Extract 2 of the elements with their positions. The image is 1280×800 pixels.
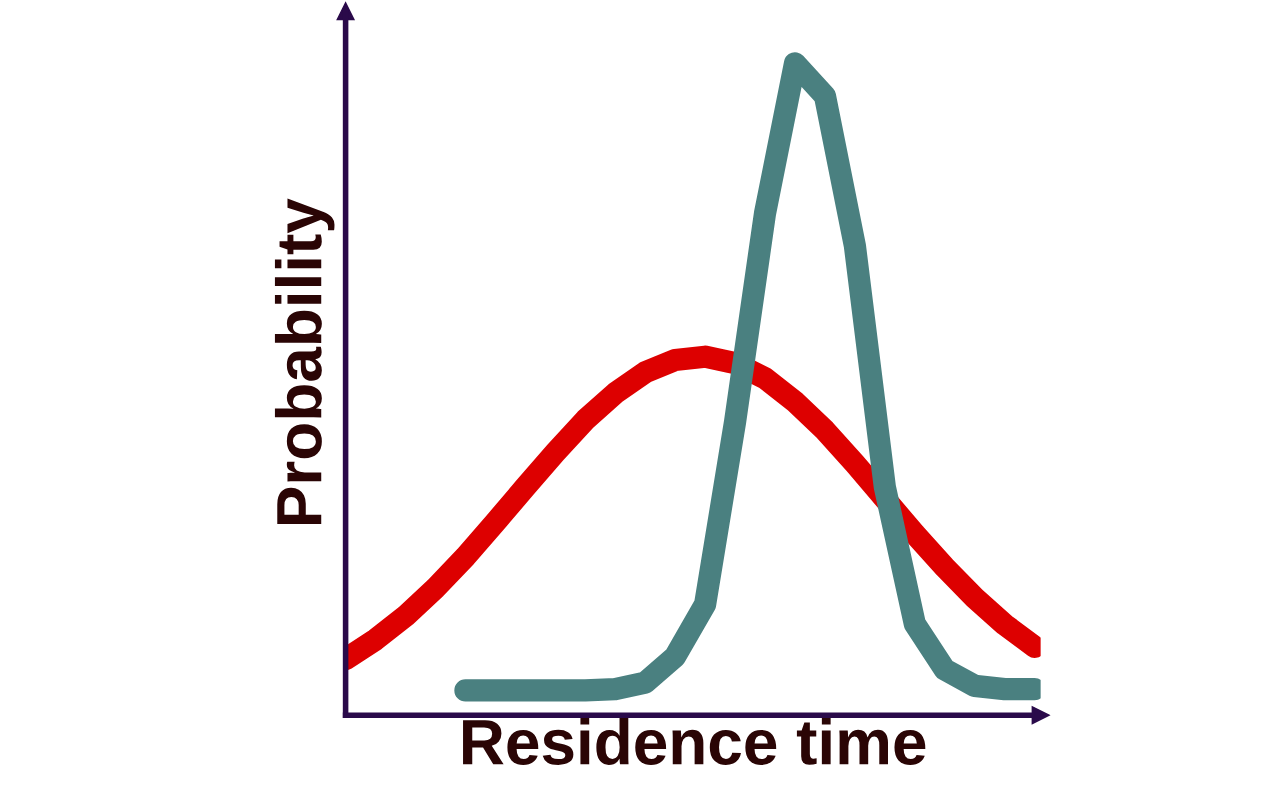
x-axis-title: Residence time: [463, 717, 926, 765]
y-axis-title: Probability: [274, 198, 335, 524]
